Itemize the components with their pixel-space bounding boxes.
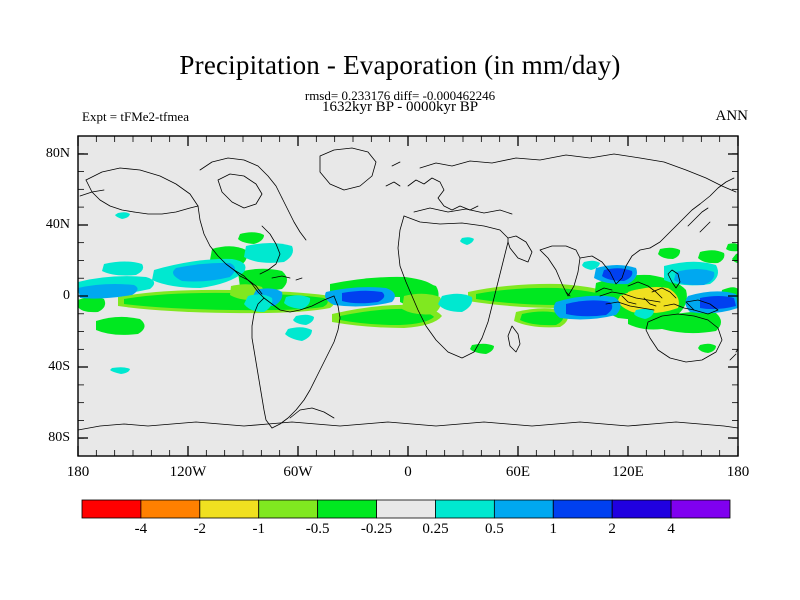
x-tick-120W: 120W bbox=[169, 464, 207, 480]
colorbar-label-3: -0.5 bbox=[305, 521, 330, 537]
colorbar-segment-8[interactable] bbox=[552, 499, 613, 519]
colorbar-segment-3[interactable] bbox=[258, 499, 319, 519]
x-tick-0: 0 bbox=[404, 464, 412, 480]
colorbar-segment-6[interactable] bbox=[435, 499, 495, 519]
region-amazon-wet bbox=[284, 295, 311, 309]
y-tick-40N: 40N bbox=[45, 217, 70, 232]
region-tasman-dry bbox=[698, 343, 716, 353]
region-gulfstream-dry bbox=[238, 232, 264, 244]
region-warmpool-wet-core bbox=[700, 296, 736, 310]
colorbar-segment-10[interactable] bbox=[670, 499, 731, 519]
region-sesa-wet bbox=[285, 327, 312, 341]
region-china-wet bbox=[582, 260, 600, 270]
region-nw-atlantic-wet bbox=[244, 243, 293, 263]
region-cpac-wet-core bbox=[78, 284, 138, 299]
region-south-indian-dry-core bbox=[520, 311, 564, 326]
anomaly-field bbox=[78, 212, 738, 374]
colorbar-label-7: 1 bbox=[549, 521, 558, 537]
colorbar-label-8: 2 bbox=[608, 521, 616, 537]
region-south-pacific-dry bbox=[96, 316, 145, 335]
region-dateline-dry-left bbox=[78, 296, 106, 313]
region-congo-dry bbox=[402, 293, 442, 315]
y-tick-80S: 80S bbox=[48, 430, 70, 445]
region-philippine-wet-core bbox=[674, 269, 715, 286]
colorbar-label-5: 0.25 bbox=[422, 521, 449, 537]
experiment-label: Expt = tFMe2-tfmea bbox=[82, 109, 189, 124]
colorbar-segment-5[interactable] bbox=[376, 499, 436, 519]
region-coral-sea-dry bbox=[660, 311, 721, 334]
region-s-pacific-wet bbox=[110, 367, 130, 374]
region-east-indian-wet-core bbox=[566, 300, 613, 317]
region-npac-wet bbox=[102, 261, 144, 276]
colorbar-label-0: -4 bbox=[134, 521, 148, 537]
region-epac-itcz-wet-core bbox=[173, 262, 235, 282]
season-label: ANN bbox=[715, 108, 749, 124]
region-nw-pacific-dry bbox=[698, 250, 725, 264]
region-south-africa-dry bbox=[470, 343, 494, 354]
colorbar-segment-2[interactable] bbox=[199, 499, 260, 519]
colorbar-segment-4[interactable] bbox=[317, 499, 377, 519]
colorbar-label-6: 0.5 bbox=[484, 521, 504, 537]
plot-frame bbox=[77, 135, 739, 457]
colorbar-label-4: -0.25 bbox=[360, 521, 393, 537]
coastlines bbox=[78, 147, 738, 431]
colorbar-label-9: 4 bbox=[667, 521, 675, 537]
region-eq-atlantic-wet-core bbox=[342, 290, 385, 304]
period-line: 1632kyr BP - 0000kyr BP bbox=[321, 99, 479, 115]
x-tick-180-east: 180 bbox=[726, 464, 750, 480]
page-title: Precipitation - Evaporation (in mm/day) bbox=[179, 50, 621, 80]
x-tick-120E: 120E bbox=[612, 464, 644, 480]
colorbar-segment-9[interactable] bbox=[611, 499, 672, 519]
y-tick-0: 0 bbox=[63, 288, 70, 303]
x-tick-60E: 60E bbox=[505, 464, 531, 480]
region-europe-wet bbox=[460, 237, 474, 245]
y-tick-40S: 40S bbox=[48, 359, 70, 374]
region-java-wet bbox=[634, 308, 654, 319]
region-south-atlantic-dry-core bbox=[340, 308, 434, 325]
y-tick-80N: 80N bbox=[45, 146, 70, 161]
region-borneo-core bbox=[628, 288, 663, 308]
region-brazil-wet bbox=[293, 314, 314, 325]
colorbar-label-1: -2 bbox=[193, 521, 207, 537]
statistics-line: rmsd= 0.233176 diff= -0.000462246 bbox=[304, 88, 496, 103]
colorbar-segment-0[interactable] bbox=[81, 499, 142, 519]
x-tick-60W: 60W bbox=[283, 464, 313, 480]
colorbar-label-2: -1 bbox=[252, 521, 265, 537]
region-n-pacific-wet bbox=[115, 212, 130, 219]
region-japan-dry bbox=[658, 247, 681, 259]
region-east-africa-wet bbox=[438, 293, 473, 312]
colorbar[interactable] bbox=[81, 499, 731, 519]
x-tick-180-west: 180 bbox=[66, 464, 90, 480]
colorbar-segment-1[interactable] bbox=[140, 499, 201, 519]
colorbar-segment-7[interactable] bbox=[493, 499, 554, 519]
region-dateline-dry-right bbox=[726, 243, 738, 252]
